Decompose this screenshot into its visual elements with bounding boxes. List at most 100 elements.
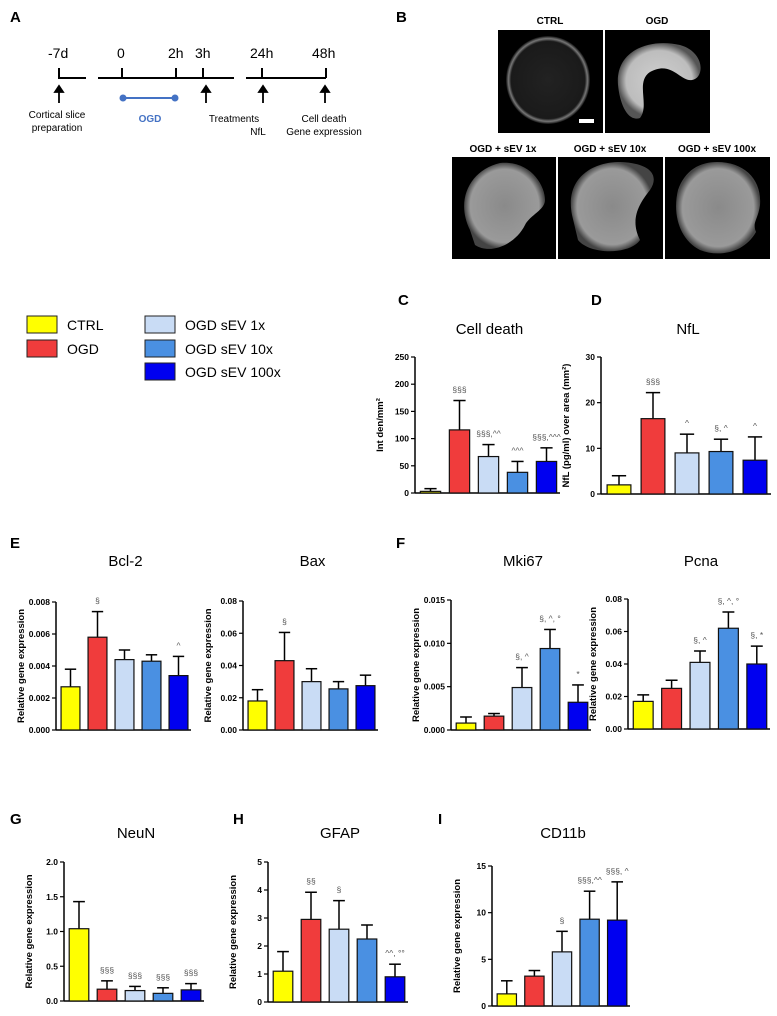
- bar: [742, 459, 768, 495]
- image-ogd: [605, 30, 710, 133]
- event-label: Treatments: [209, 114, 259, 125]
- image-ogd-sev-10x: [558, 157, 663, 259]
- image-label: OGD + sEV 1x: [470, 144, 537, 155]
- chart-title: Bcl-2: [108, 553, 142, 570]
- bar: [300, 918, 322, 1003]
- bar: [60, 686, 81, 731]
- y-tick-label: 0.0: [46, 996, 58, 1006]
- bar: [746, 663, 768, 730]
- bar: [356, 938, 378, 1003]
- chart-title: Cell death: [456, 321, 524, 338]
- legend-item: OGD sEV 1x: [144, 315, 265, 334]
- y-tick-label: 50: [400, 461, 410, 471]
- legend-label: CTRL: [67, 317, 104, 333]
- y-tick-label: 0.08: [605, 594, 622, 604]
- event-label: Cell death: [301, 114, 346, 125]
- significance-annotation: §§§: [646, 377, 660, 387]
- panel-label-a: A: [10, 9, 21, 26]
- bar: [455, 722, 477, 731]
- y-tick-label: 150: [395, 406, 409, 416]
- y-tick-label: 0.005: [424, 682, 446, 692]
- significance-annotation: §: [282, 616, 287, 626]
- panel-label-d: D: [591, 292, 602, 309]
- y-tick-label: 0.008: [29, 597, 51, 607]
- timeline-tick-label: 2h: [168, 45, 184, 61]
- y-tick-label: 1: [257, 969, 262, 979]
- legend-swatch: [144, 315, 176, 334]
- significance-annotation: §§§: [452, 385, 466, 395]
- y-tick-label: 10: [586, 443, 596, 453]
- timeline-axis: [58, 68, 327, 79]
- y-tick-label: 0.00: [605, 724, 622, 734]
- bar: [640, 418, 666, 495]
- y-tick-label: 0.000: [29, 725, 51, 735]
- y-tick-label: 0.00: [220, 725, 237, 735]
- chart-title: GFAP: [320, 825, 360, 842]
- panel-label-i: I: [438, 811, 442, 828]
- image-label: OGD + sEV 100x: [678, 144, 757, 155]
- y-tick-label: 1.0: [46, 927, 58, 937]
- legend-swatch: [26, 339, 58, 358]
- event-label: Gene expression: [286, 127, 362, 138]
- bar: [674, 452, 700, 495]
- significance-annotation: ^: [685, 418, 689, 428]
- bar: [689, 661, 711, 730]
- bar: [274, 660, 295, 731]
- y-tick-label: 5: [481, 954, 486, 964]
- chart-title: NfL: [676, 321, 699, 338]
- bar: [483, 715, 505, 731]
- panel-label-b: B: [396, 9, 407, 26]
- legend-item: OGD sEV 100x: [144, 362, 281, 381]
- legend-label: OGD sEV 100x: [185, 364, 281, 380]
- bar: [477, 455, 500, 494]
- bar: [124, 989, 146, 1002]
- y-tick-label: 0.010: [424, 638, 446, 648]
- bar: [661, 687, 683, 730]
- y-tick-label: 0.004: [29, 661, 51, 671]
- bar: [301, 681, 322, 731]
- significance-annotation: §, *: [750, 630, 763, 640]
- event-label: Cortical slice: [29, 110, 86, 121]
- y-tick-label: 250: [395, 352, 409, 362]
- bar: [68, 928, 90, 1002]
- y-tick-label: 0.000: [424, 725, 446, 735]
- significance-annotation: §§: [306, 876, 316, 886]
- panel-label-c: C: [398, 292, 409, 309]
- legend-label: OGD sEV 10x: [185, 341, 273, 357]
- bar: [579, 918, 600, 1007]
- y-tick-label: 5: [257, 857, 262, 867]
- chart-title: CD11b: [540, 825, 586, 842]
- bar: [328, 688, 349, 731]
- y-tick-label: 0.04: [220, 661, 237, 671]
- panel-label-h: H: [233, 811, 244, 828]
- microscopy-panel: B CTRL OGD OGD + sEV 1x OGD + sEV 10x OG…: [396, 9, 770, 259]
- bar: [535, 460, 558, 494]
- significance-annotation: §, ^: [714, 423, 727, 433]
- significance-annotation: §§§,^^: [476, 429, 501, 439]
- bar: [168, 674, 189, 731]
- y-tick-label: 0.04: [605, 659, 622, 669]
- bar: [567, 701, 589, 731]
- legend-swatch: [144, 362, 176, 381]
- bar-chart-cd11b: CD11b Relative gene expression 0 5 10 15 § §§§,…: [452, 825, 630, 1011]
- legend-item: CTRL: [26, 315, 104, 334]
- timeline-tick-label: 3h: [195, 45, 211, 61]
- bar: [384, 976, 406, 1003]
- y-tick-label: 200: [395, 379, 409, 389]
- y-tick-label: 0.002: [29, 693, 51, 703]
- bar: [506, 471, 529, 494]
- bar-chart-cell-death: Cell death Int den/mm² 0 50 100 150 200 250 §§§ §…: [375, 321, 561, 498]
- chart-title: NeuN: [117, 825, 155, 842]
- y-tick-label: 100: [395, 434, 409, 444]
- y-tick-label: 0.02: [605, 692, 622, 702]
- y-axis-label: Relative gene expression: [16, 609, 27, 723]
- y-tick-label: 0.015: [424, 595, 446, 605]
- bar-chart-nfl: NfL NfL (pg/ml) over area (mm²) 0 10 20 30 §§§…: [561, 321, 771, 499]
- bar: [717, 627, 739, 730]
- image-label: OGD + sEV 10x: [574, 144, 647, 155]
- bar: [96, 988, 118, 1002]
- ogd-label: OGD: [139, 114, 162, 125]
- bar: [708, 450, 734, 495]
